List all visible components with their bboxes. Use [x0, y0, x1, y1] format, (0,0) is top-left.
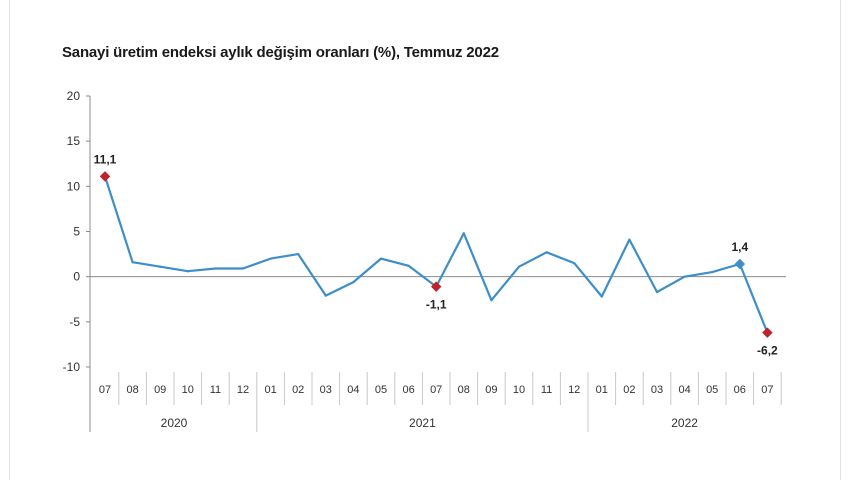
data-point — [379, 257, 383, 260]
x-tick-label: 07 — [761, 384, 773, 396]
red-diamond-marker — [99, 171, 111, 182]
y-tick-label: -5 — [69, 315, 80, 329]
x-tick-label: 03 — [320, 384, 332, 396]
data-point — [131, 261, 134, 264]
x-tick-label: 01 — [264, 384, 276, 396]
data-point — [628, 238, 631, 241]
data-label: 1,4 — [731, 240, 748, 254]
x-tick-label: 10 — [513, 384, 525, 396]
x-tick-label: 04 — [347, 384, 359, 396]
x-tick-label: 12 — [237, 384, 249, 396]
x-tick-label: 10 — [182, 384, 194, 396]
data-point — [545, 251, 548, 254]
data-point — [655, 290, 659, 294]
data-point — [517, 265, 521, 268]
y-tick-label: 5 — [73, 225, 80, 239]
data-point — [711, 271, 714, 274]
data-label: -6,2 — [757, 344, 778, 358]
y-tick-label: 0 — [73, 270, 80, 284]
x-tick-label: 06 — [734, 384, 746, 396]
x-tick-label: 09 — [154, 384, 166, 396]
data-point — [159, 265, 162, 268]
data-point — [214, 267, 217, 270]
y-tick-label: -10 — [63, 360, 81, 374]
x-tick-label: 07 — [430, 384, 442, 396]
y-tick-label: 15 — [67, 134, 81, 148]
x-tick-label: 04 — [678, 384, 690, 396]
data-point — [573, 262, 576, 265]
data-point — [269, 257, 272, 260]
data-point — [462, 232, 465, 235]
data-point — [407, 264, 410, 267]
y-tick-label: 10 — [67, 179, 81, 193]
x-tick-label: 02 — [623, 384, 635, 396]
x-tick-label: 02 — [292, 384, 304, 396]
chart-title: Sanayi üretim endeksi aylık değişim oran… — [62, 44, 499, 61]
year-label: 2022 — [671, 416, 698, 430]
x-tick-label: 07 — [99, 384, 111, 396]
data-point — [241, 267, 245, 270]
data-point — [324, 294, 327, 297]
right-border — [840, 0, 841, 480]
x-tick-label: 05 — [706, 384, 718, 396]
data-point — [297, 252, 300, 256]
data-point — [352, 280, 355, 284]
year-label: 2021 — [409, 416, 436, 430]
x-tick-label: 08 — [458, 384, 470, 396]
x-tick-label: 05 — [375, 384, 387, 396]
red-diamond-marker — [430, 281, 442, 292]
data-label: 11,1 — [94, 152, 117, 166]
x-tick-label: 11 — [210, 384, 221, 396]
x-tick-label: 01 — [596, 384, 608, 396]
x-tick-label: 03 — [651, 384, 663, 396]
data-point — [683, 275, 686, 278]
red-diamond-marker — [762, 327, 773, 339]
left-border — [9, 0, 10, 480]
x-tick-label: 08 — [126, 384, 138, 396]
y-tick-label: 20 — [67, 89, 81, 103]
x-tick-label: 11 — [541, 384, 552, 396]
data-label: -1,1 — [426, 298, 447, 312]
year-label: 2020 — [161, 416, 188, 430]
data-point — [490, 299, 493, 302]
x-tick-label: 09 — [485, 384, 497, 396]
x-tick-label: 06 — [402, 384, 414, 396]
data-point — [600, 295, 603, 298]
x-tick-label: 12 — [568, 384, 580, 396]
blue-diamond-marker — [734, 258, 746, 270]
data-point — [186, 270, 189, 273]
